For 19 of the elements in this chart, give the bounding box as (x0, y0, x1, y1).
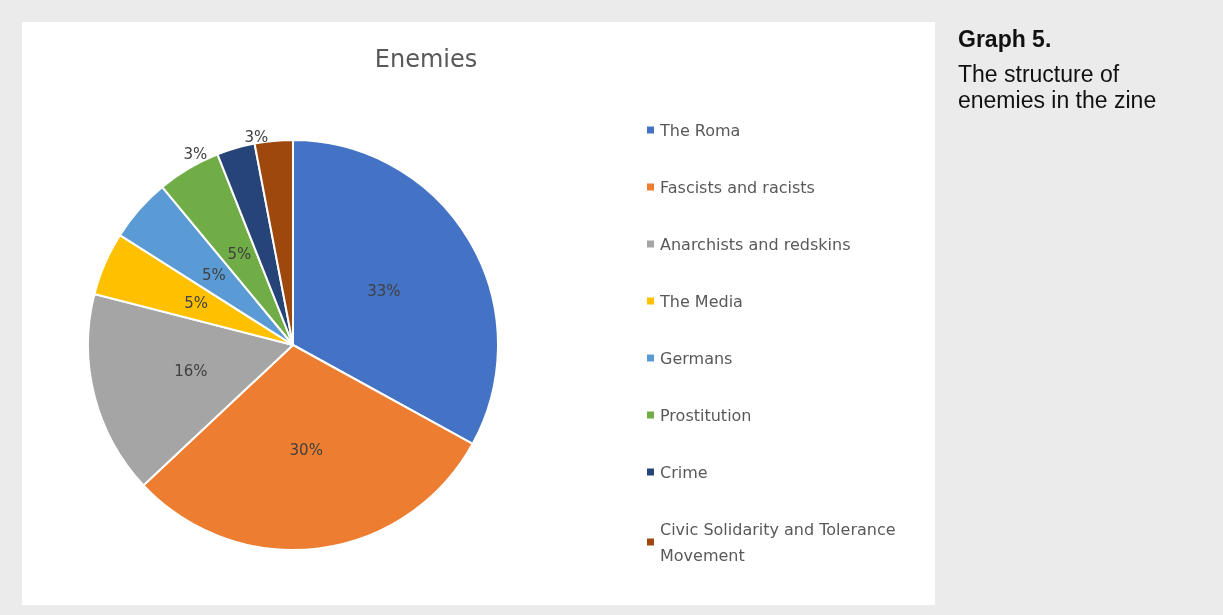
data-label: 33% (367, 282, 401, 301)
legend-label: Germans (660, 348, 733, 368)
chart-title: Enemies (374, 45, 478, 73)
data-label: 5% (184, 294, 209, 313)
legend-label: Fascists and racists (660, 177, 815, 197)
data-label: 3% (244, 127, 269, 146)
legend-label: The Roma (659, 120, 741, 140)
legend-label: Anarchists and redskins (660, 234, 851, 254)
legend-label: The Media (659, 291, 743, 311)
data-label: 30% (289, 440, 323, 459)
data-label: 3% (183, 144, 208, 163)
text: The structure of enemies in the zine (958, 61, 1158, 114)
data-label: 5% (201, 266, 226, 285)
legend-label: Crime (660, 462, 708, 482)
data-label: 16% (174, 362, 208, 381)
data-label: 5% (227, 245, 252, 264)
legend-label: Civic Solidarity and Tolerance Movement (660, 519, 901, 565)
caption: Graph 5. (958, 26, 1053, 53)
legend-label: Prostitution (660, 405, 752, 425)
